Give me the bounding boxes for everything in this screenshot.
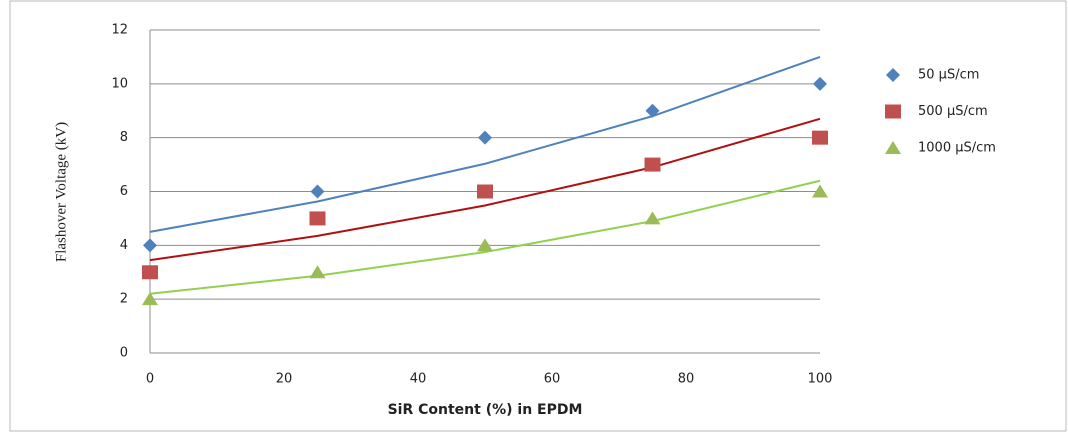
y-tick-label: 8 bbox=[120, 130, 128, 145]
point bbox=[477, 238, 493, 252]
point bbox=[142, 265, 158, 280]
point bbox=[645, 103, 660, 118]
chart-border bbox=[9, 0, 1067, 432]
x-tick-label: 0 bbox=[146, 372, 154, 387]
point bbox=[143, 238, 157, 253]
point bbox=[310, 184, 325, 199]
legend-marker bbox=[885, 104, 901, 119]
point bbox=[142, 292, 158, 306]
y-tick-label: 0 bbox=[120, 346, 128, 361]
x-axis-label: SiR Content (%) in EPDM bbox=[388, 402, 583, 418]
x-tick-label: 40 bbox=[410, 372, 427, 387]
point bbox=[813, 76, 827, 91]
point bbox=[309, 211, 326, 226]
point bbox=[477, 184, 493, 199]
x-tick-label: 80 bbox=[678, 372, 695, 387]
trend-line bbox=[149, 179, 821, 295]
legend-marker bbox=[886, 68, 900, 82]
point bbox=[644, 211, 661, 225]
trend-line bbox=[149, 117, 821, 262]
point bbox=[478, 130, 492, 145]
point bbox=[812, 184, 828, 198]
legend-label: 50 µS/cm bbox=[918, 68, 979, 83]
trend-line bbox=[149, 55, 821, 233]
y-tick-label: 2 bbox=[120, 292, 128, 307]
legend-label: 500 µS/cm bbox=[918, 104, 988, 119]
y-tick-label: 4 bbox=[120, 238, 128, 253]
legend-marker bbox=[885, 141, 901, 154]
x-tick-label: 20 bbox=[276, 372, 293, 387]
y-axis-label: Flashover Voltage (kV) bbox=[53, 122, 69, 262]
x-tick-label: 100 bbox=[808, 372, 833, 387]
y-tick-label: 12 bbox=[111, 23, 128, 38]
y-tick-label: 10 bbox=[111, 76, 128, 91]
legend-label: 1000 µS/cm bbox=[918, 141, 996, 156]
x-tick-label: 60 bbox=[544, 372, 561, 387]
point bbox=[309, 265, 326, 279]
point bbox=[644, 157, 661, 172]
y-tick-label: 6 bbox=[120, 184, 128, 199]
point bbox=[812, 130, 828, 145]
